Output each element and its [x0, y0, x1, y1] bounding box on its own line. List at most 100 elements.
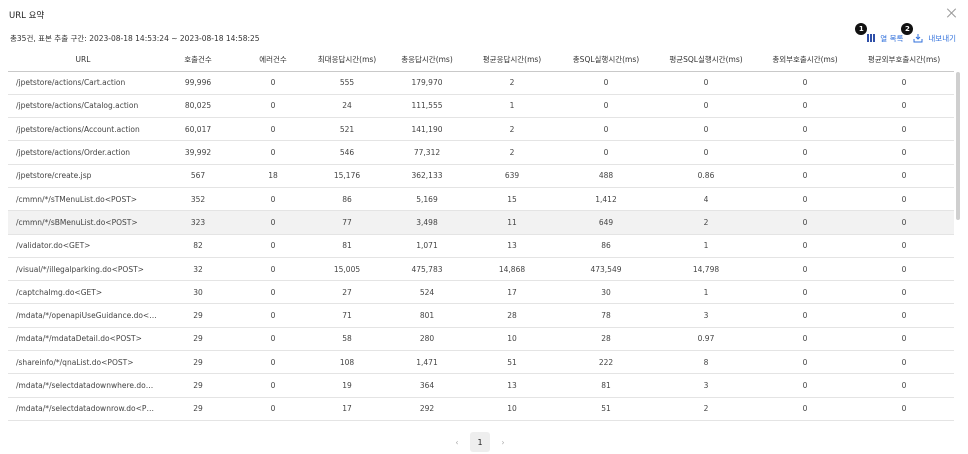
table-cell: 1 [656, 234, 756, 258]
table-cell: 108 [308, 350, 386, 375]
table-cell: 364 [386, 373, 468, 398]
table-cell: 78 [556, 303, 656, 328]
table-cell: 3,498 [386, 210, 468, 235]
table-cell: 86 [556, 234, 656, 258]
url-cell: /jpetstore/actions/Account.action [8, 117, 158, 142]
table-cell: 15 [468, 187, 556, 212]
table-cell: 0 [556, 94, 656, 119]
column-list-label: 열 목록 [880, 33, 904, 43]
url-cell: /mdata/*/openapiUseGuidance.do<P··· [8, 303, 158, 328]
table-cell: 0 [854, 327, 954, 352]
table-scrollbar[interactable] [956, 72, 960, 220]
table-cell: 15,176 [308, 164, 386, 188]
column-header[interactable]: 평균SQL실행시간(ms) [656, 49, 756, 72]
table-cell: 0 [238, 210, 308, 235]
table-cell: 0 [238, 397, 308, 421]
table-cell: 0 [854, 350, 954, 375]
table-row[interactable]: /visual/*/illegalparking.do<POST> 32 0 15,0… [8, 257, 954, 282]
table-cell: 0 [238, 234, 308, 258]
table-cell: 141,190 [386, 117, 468, 142]
table-row[interactable]: /jpetstore/actions/Account.action 60,017 0… [8, 117, 954, 142]
table-cell: 524 [386, 280, 468, 305]
column-header[interactable]: 최대응답시간(ms) [308, 49, 386, 72]
table-cell: 0 [238, 350, 308, 375]
column-header[interactable]: 총SQL실행시간(ms) [556, 49, 656, 72]
table-cell: 639 [468, 164, 556, 188]
table-row[interactable]: /shareinfo/*/qnaList.do<POST> 29 0 108 1,471… [8, 350, 954, 375]
table-cell: 0 [756, 117, 854, 142]
close-icon[interactable] [946, 7, 958, 19]
table-cell: 0 [756, 373, 854, 398]
table-cell: 17 [468, 280, 556, 305]
table-cell: 86 [308, 187, 386, 212]
table-cell: 0 [656, 140, 756, 165]
column-header[interactable]: 호출건수 [158, 49, 238, 72]
export-button[interactable]: 2 내보내기 [901, 22, 956, 44]
table-cell: 546 [308, 140, 386, 165]
summary-text: 총35건, 표본 추출 구간: 2023-08-18 14:53:24 ~ 20… [10, 34, 260, 43]
table-cell: 19 [308, 373, 386, 398]
table-cell: 1,071 [386, 234, 468, 258]
prev-page-icon[interactable]: ‹ [455, 437, 459, 447]
table-row[interactable]: /cmmn/*/sTMenuList.do<POST> 352 0 86 5,169 15… [8, 187, 954, 212]
table-cell: 0 [854, 373, 954, 398]
table-row[interactable]: /validator.do<GET> 82 0 81 1,071 13 86 1 0 0 [8, 234, 954, 258]
table-cell: 555 [308, 71, 386, 95]
table-cell: 0 [854, 397, 954, 421]
table-cell: 80,025 [158, 94, 238, 119]
url-cell: /jpetstore/create.jsp [8, 164, 158, 188]
table-cell: 0 [756, 94, 854, 119]
table-row[interactable]: /mdata/*/selectdatadownwhere.do<··· 29 0 19… [8, 373, 954, 398]
column-header[interactable]: 총응답시간(ms) [386, 49, 468, 72]
table-cell: 0 [854, 280, 954, 305]
column-header[interactable]: 총외부호출시간(ms) [756, 49, 854, 72]
table-cell: 81 [308, 234, 386, 258]
page-button-current[interactable]: 1 [470, 432, 490, 452]
table-cell: 0 [854, 257, 954, 282]
next-page-icon[interactable]: › [501, 437, 505, 447]
table-cell: 0 [756, 71, 854, 95]
callout-badge-1: 1 [855, 22, 868, 35]
table-cell: 0 [238, 71, 308, 95]
table-cell: 0 [756, 210, 854, 235]
table-cell: 0.86 [656, 164, 756, 188]
table-cell: 0 [756, 164, 854, 188]
table-cell: 0 [556, 140, 656, 165]
url-cell: /jpetstore/actions/Cart.action [8, 71, 158, 95]
table-cell: 0 [238, 257, 308, 282]
table-cell: 0.97 [656, 327, 756, 352]
table-cell: 0 [238, 140, 308, 165]
table-row[interactable]: /jpetstore/actions/Catalog.action 80,025 0… [8, 94, 954, 119]
column-header[interactable]: 평균응답시간(ms) [468, 49, 556, 72]
table-row[interactable]: /jpetstore/create.jsp 567 18 15,176 362,133 6… [8, 164, 954, 188]
table-cell: 28 [556, 327, 656, 352]
table-row[interactable]: /jpetstore/actions/Cart.action 99,996 0 555… [8, 71, 954, 95]
table-row[interactable]: /mdata/*/openapiUseGuidance.do<P··· 29 0 71… [8, 303, 954, 328]
table-cell: 0 [238, 327, 308, 352]
table-cell: 77,312 [386, 140, 468, 165]
column-header[interactable]: URL [8, 49, 158, 72]
table-cell: 10 [468, 327, 556, 352]
table-row[interactable]: /mdata/*/selectdatadownrow.do<PO··· 29 0 17… [8, 397, 954, 421]
table-cell: 3 [656, 303, 756, 328]
table-cell: 0 [756, 327, 854, 352]
column-header[interactable]: 에러건수 [238, 49, 308, 72]
table-cell: 0 [854, 94, 954, 119]
table-cell: 0 [238, 117, 308, 142]
callout-badge-2: 2 [901, 22, 914, 35]
table-row[interactable]: /cmmn/*/sBMenuList.do<POST> 323 0 77 3,498 11… [8, 210, 954, 235]
column-header[interactable]: 평균외부호출시간(ms) [854, 49, 954, 72]
table-row[interactable]: /jpetstore/actions/Order.action 39,992 0 54… [8, 140, 954, 165]
table-cell: 323 [158, 210, 238, 235]
table-cell: 2 [468, 71, 556, 95]
table-cell: 14,868 [468, 257, 556, 282]
table-cell: 14,798 [656, 257, 756, 282]
table-cell: 29 [158, 373, 238, 398]
table-cell: 362,133 [386, 164, 468, 188]
table-header-row: URL 호출건수 에러건수 최대응답시간(ms) 총응답시간(ms) 평균응답시간(ms)… [8, 49, 954, 72]
table-cell: 18 [238, 164, 308, 188]
table-cell: 801 [386, 303, 468, 328]
column-list-button[interactable]: 1 열 목록 [855, 22, 904, 44]
table-row[interactable]: /mdata/*/mdataDetail.do<POST> 29 0 58 280 10 2… [8, 327, 954, 352]
table-row[interactable]: /captchaImg.do<GET> 30 0 27 524 17 30 1 0 0 [8, 280, 954, 305]
